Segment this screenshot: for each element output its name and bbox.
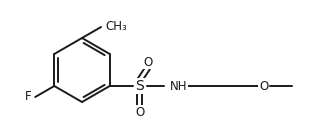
Text: O: O: [259, 79, 268, 93]
Text: NH: NH: [170, 79, 187, 93]
Text: O: O: [143, 55, 152, 69]
Text: CH₃: CH₃: [105, 20, 127, 34]
Text: F: F: [25, 91, 31, 103]
Text: S: S: [135, 79, 144, 93]
Text: O: O: [135, 105, 144, 119]
